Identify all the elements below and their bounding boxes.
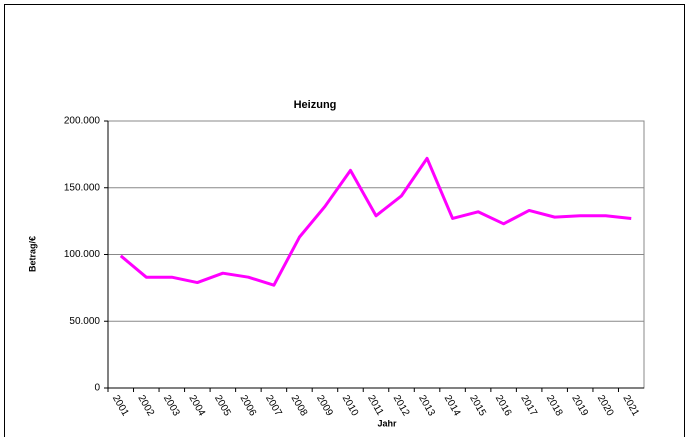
x-axis-label: Jahr [377,418,397,428]
y-tick-label: 0 [94,383,100,394]
chart-title: Heizung [294,99,337,111]
y-tick-label: 200.000 [64,116,101,127]
y-axis-label: Betrag/€ [27,236,37,272]
data-line [119,156,632,287]
chart-frame [4,4,685,442]
y-tick-label: 50.000 [69,316,100,327]
y-tick-label: 100.000 [64,249,101,260]
y-tick-label: 150.000 [64,182,101,193]
